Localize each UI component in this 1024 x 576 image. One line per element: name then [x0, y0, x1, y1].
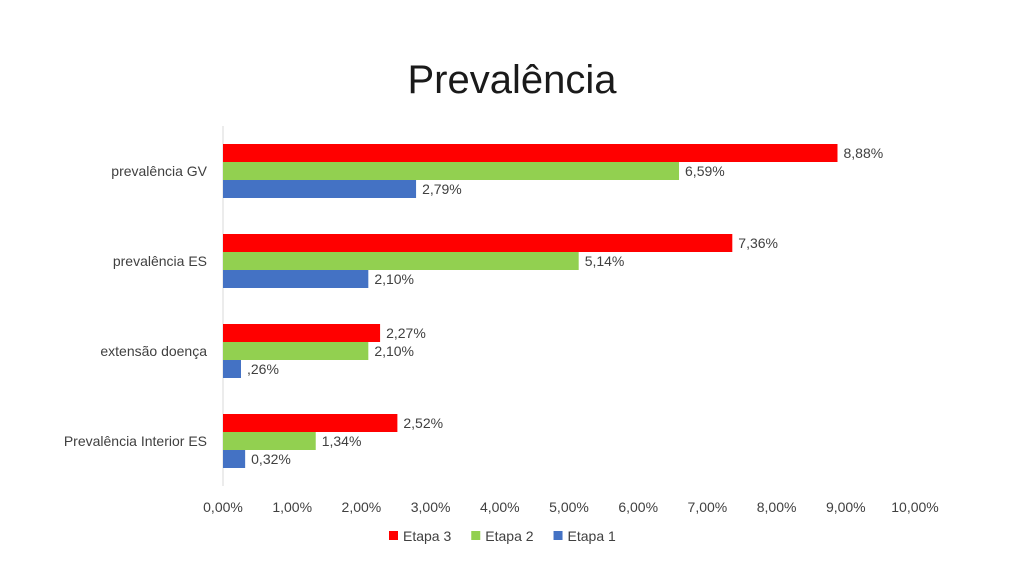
legend-label: Etapa 2 — [485, 528, 533, 544]
bar — [223, 270, 369, 288]
bar — [223, 414, 398, 432]
bar — [223, 162, 680, 180]
x-tick-label: 8,00% — [757, 499, 797, 515]
data-label: 2,79% — [422, 181, 462, 197]
category-label: Prevalência Interior ES — [64, 433, 207, 449]
legend-label: Etapa 1 — [568, 528, 616, 544]
x-tick-label: 4,00% — [480, 499, 520, 515]
legend-swatch — [389, 531, 398, 540]
x-tick-label: 3,00% — [411, 499, 451, 515]
bar — [223, 324, 381, 342]
bar — [223, 432, 316, 450]
data-label: 2,52% — [403, 415, 443, 431]
data-label: ,26% — [247, 361, 279, 377]
category-label: prevalência ES — [113, 253, 207, 269]
data-label: 1,34% — [322, 433, 362, 449]
legend-label: Etapa 3 — [403, 528, 451, 544]
data-label: 2,27% — [386, 325, 426, 341]
category-label: prevalência GV — [111, 163, 207, 179]
data-label: 5,14% — [585, 253, 625, 269]
category-label: extensão doença — [100, 343, 207, 359]
bar — [223, 450, 246, 468]
x-tick-label: 0,00% — [203, 499, 243, 515]
bar — [223, 234, 733, 252]
legend-swatch — [471, 531, 481, 540]
bar — [223, 360, 241, 378]
bar — [223, 252, 579, 270]
legend-swatch — [553, 531, 563, 540]
data-label: 0,32% — [251, 451, 291, 467]
x-tick-label: 9,00% — [826, 499, 866, 515]
data-label: 2,10% — [374, 271, 414, 287]
bar — [223, 180, 417, 198]
data-label: 7,36% — [738, 235, 778, 251]
x-tick-label: 10,00% — [891, 499, 938, 515]
data-label: 8,88% — [843, 145, 883, 161]
x-tick-label: 1,00% — [272, 499, 312, 515]
x-tick-label: 2,00% — [342, 499, 382, 515]
chart-title: Prevalência — [407, 58, 617, 102]
x-tick-label: 7,00% — [688, 499, 728, 515]
bar — [223, 342, 369, 360]
bar — [223, 144, 838, 162]
x-tick-label: 5,00% — [549, 499, 589, 515]
data-label: 6,59% — [685, 163, 725, 179]
data-label: 2,10% — [374, 343, 414, 359]
x-tick-label: 6,00% — [618, 499, 658, 515]
